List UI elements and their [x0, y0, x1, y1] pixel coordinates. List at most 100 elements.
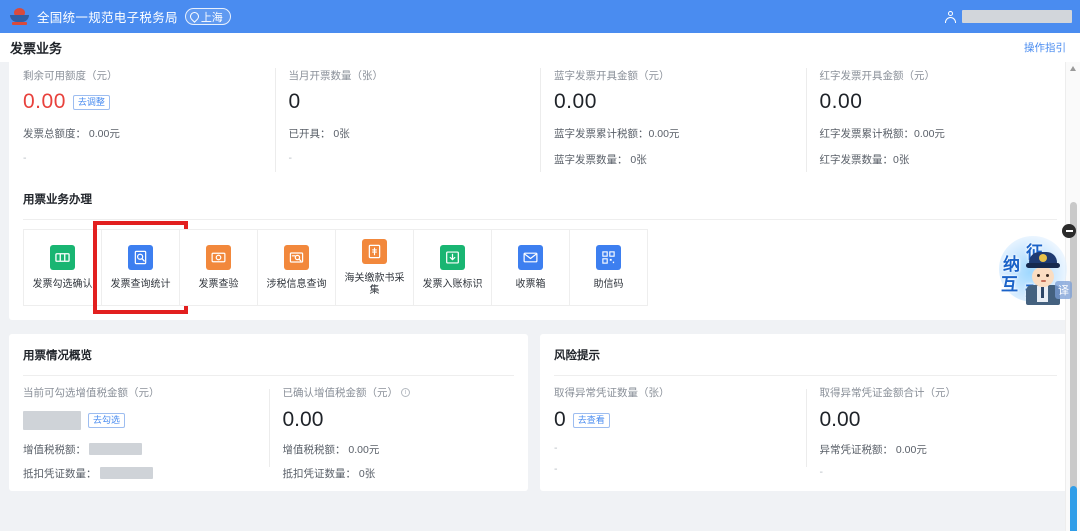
location-pin-icon [187, 10, 201, 23]
invoice-overview-panel: 用票情况概览 当前可勾选增值税金额（元） 去勾选 增值税税额： 抵扣凭证数量： … [9, 334, 528, 491]
national-tax-emblem-icon [9, 6, 30, 27]
tile-label: 发票查询统计 [110, 278, 171, 290]
col-sub-1: 异常凭证税额： 0.00元 [819, 444, 927, 456]
stat-sub-2: - [23, 152, 27, 164]
section-divider [554, 375, 1057, 376]
app-header: 全国统一规范电子税务局 上海 [0, 0, 1080, 33]
tax-info-search-icon [284, 244, 309, 270]
tile-label: 海关缴款书采集 [344, 272, 405, 296]
stat-value: 0.00 [819, 90, 863, 113]
stat-red-invoice-amount: 红字发票开具金额（元） 0.00 红字发票累计税额：0.00元 红字发票数量：0… [805, 62, 1072, 230]
selectable-vat-value-redacted [23, 410, 81, 430]
adjust-quota-button[interactable]: 去调整 [72, 94, 110, 110]
section-title: 风险提示 [554, 350, 600, 362]
col-label: 取得异常凭证数量（张） [554, 387, 670, 399]
section-title: 用票情况概览 [23, 350, 92, 362]
overview-col-confirmed-vat: 已确认增值税金额（元） i 0.00 增值税税额： 0.00元 抵扣凭证数量： … [268, 385, 529, 481]
minimize-icon[interactable] [1062, 224, 1076, 238]
tile-assist-code[interactable]: 助信码 [569, 229, 648, 306]
col-label: 已确认增值税金额（元） i [283, 385, 529, 400]
page-content-viewport: 剩余可用额度（元） 0.00 去调整 发票总额度： 0.00元 - 当月开票数量… [0, 62, 1080, 531]
go-view-button[interactable]: 去查看 [572, 412, 610, 428]
tile-invoice-search-stats[interactable]: 发票查询统计 [93, 221, 188, 314]
stat-label: 剩余可用额度（元） [23, 70, 118, 82]
col-sub-2: - [819, 466, 824, 478]
page-title-bar: 发票业务 操作指引 [0, 33, 1080, 62]
scrollbar-thumb[interactable] [1070, 486, 1077, 531]
info-circle-icon[interactable]: i [401, 388, 410, 397]
risk-col-abnormal-voucher-amount: 取得异常凭证金额合计（元） 0.00 异常凭证税额： 0.00元 - [805, 385, 1072, 478]
abnormal-voucher-count-value: 0 [554, 408, 566, 431]
invoice-search-stats-icon [128, 244, 153, 270]
section-divider [23, 375, 514, 376]
col-sub-2: - [554, 463, 558, 475]
stat-sub-2: 蓝字发票数量： 0张 [554, 154, 647, 166]
col-sub-2: 抵扣凭证数量： 0张 [282, 468, 376, 480]
tax-officer-avatar-icon [1025, 252, 1061, 305]
invoice-verify-icon [206, 244, 231, 270]
col-sub-1: 增值税税额： 0.00元 [282, 444, 380, 456]
risk-alert-panel: 风险提示 取得异常凭证数量（张） 0 去查看 - - 取得异常凭证金额合计（元）… [540, 334, 1071, 491]
tile-invoice-inbox[interactable]: 收票箱 [491, 229, 570, 306]
stat-value: 0.00 [554, 90, 597, 113]
city-selector-badge[interactable]: 上海 [184, 8, 231, 25]
scrollbar-track[interactable] [1070, 202, 1077, 531]
stat-sub-1: 发票总额度： 0.00元 [23, 128, 120, 140]
username-redacted [962, 10, 1072, 23]
overview-col-selectable-vat: 当前可勾选增值税金额（元） 去勾选 增值税税额： 抵扣凭证数量： [9, 385, 269, 481]
stat-sub-1: 红字发票累计税额：0.00元 [819, 128, 945, 140]
invoice-bookkeeping-icon [440, 244, 465, 270]
operation-guide-link[interactable]: 操作指引 [1024, 42, 1066, 54]
tile-invoice-check-confirm[interactable]: 发票勾选确认 [23, 229, 102, 306]
tile-label: 收票箱 [515, 278, 546, 290]
tile-label: 发票入账标识 [422, 278, 483, 290]
tile-invoice-verify[interactable]: 发票查验 [179, 229, 258, 306]
scroll-up-arrow-icon[interactable] [1070, 66, 1076, 71]
col-sub-2: 抵扣凭证数量： [23, 466, 269, 481]
abnormal-voucher-amount-value: 0.00 [819, 408, 861, 431]
business-tile-grid: 发票勾选确认 发票查询统计 发票查验 涉税信息查询 [9, 220, 1071, 314]
tile-label: 发票查验 [198, 278, 239, 290]
vat-amount-redacted [89, 443, 142, 455]
user-account-icon[interactable] [944, 10, 957, 23]
mascot-char-2: 纳 [1003, 255, 1020, 274]
col-label: 取得异常凭证金额合计（元） [819, 387, 957, 399]
app-brand-title: 全国统一规范电子税务局 [37, 11, 178, 25]
invoice-business-section: 用票业务办理 发票勾选确认 发票查询统计 发票查验 [9, 178, 1071, 320]
stat-sub-2: 红字发票数量：0张 [819, 154, 910, 166]
page-title: 发票业务 [10, 41, 63, 56]
stat-sub-1: 已开具： 0张 [288, 128, 350, 140]
risk-col-abnormal-voucher-count: 取得异常凭证数量（张） 0 去查看 - - [540, 385, 806, 478]
tile-label: 涉税信息查询 [266, 278, 327, 290]
section-title: 用票业务办理 [23, 194, 92, 206]
stat-blue-invoice-amount: 蓝字发票开具金额（元） 0.00 蓝字发票累计税额：0.00元 蓝字发票数量： … [540, 62, 806, 230]
translate-badge[interactable]: 译 [1055, 281, 1072, 299]
stat-label: 当月开票数量（张） [288, 70, 384, 82]
stat-label: 红字发票开具金额（元） [819, 70, 936, 82]
city-label: 上海 [200, 11, 223, 24]
col-sub-1: 增值税税额： [23, 442, 269, 457]
tax-interaction-mascot-widget[interactable]: 征 纳 互 动 译 [999, 234, 1072, 306]
invoice-check-icon [50, 244, 75, 270]
stat-label: 蓝字发票开具金额（元） [554, 70, 670, 82]
tile-tax-info-search[interactable]: 涉税信息查询 [257, 229, 336, 306]
qr-code-icon [596, 244, 621, 270]
tile-label: 助信码 [593, 278, 624, 290]
section-divider [23, 219, 1057, 220]
stat-sub-1: 蓝字发票累计税额：0.00元 [554, 128, 680, 140]
deduction-count-redacted [99, 467, 153, 479]
stat-sub-2: - [288, 152, 293, 164]
stat-value: 0.00 [23, 90, 66, 113]
customs-payment-book-icon [362, 238, 387, 264]
stat-monthly-invoice-count: 当月开票数量（张） 0 已开具： 0张 - [274, 62, 541, 230]
stat-value: 0 [288, 90, 301, 113]
col-label: 当前可勾选增值税金额（元） [23, 387, 160, 399]
confirmed-vat-value: 0.00 [282, 408, 324, 431]
stat-remaining-quota: 剩余可用额度（元） 0.00 去调整 发票总额度： 0.00元 - [9, 62, 275, 230]
tile-invoice-bookkeeping-mark[interactable]: 发票入账标识 [413, 229, 492, 306]
tile-label: 发票勾选确认 [32, 278, 93, 290]
go-select-button[interactable]: 去勾选 [88, 412, 126, 428]
mascot-char-3: 互 [1001, 275, 1018, 294]
mailbox-envelope-icon [518, 244, 543, 270]
tile-customs-payment-collection[interactable]: 海关缴款书采集 [335, 229, 414, 306]
